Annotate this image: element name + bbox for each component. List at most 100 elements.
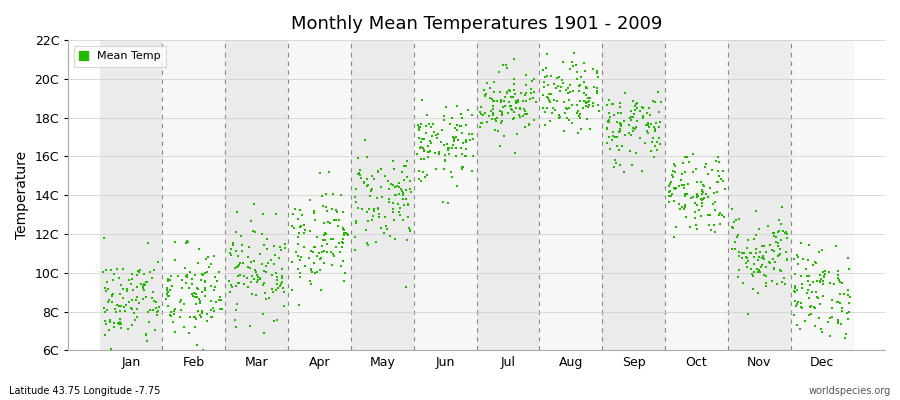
- Point: [364, 186, 379, 192]
- Point: [400, 158, 414, 165]
- Point: [788, 289, 802, 295]
- Point: [212, 297, 226, 303]
- Point: [312, 256, 327, 262]
- Point: [710, 179, 724, 185]
- Point: [613, 128, 627, 134]
- Point: [241, 254, 256, 260]
- Point: [395, 169, 410, 175]
- Point: [207, 308, 221, 314]
- Point: [198, 287, 212, 294]
- Point: [336, 236, 350, 242]
- Point: [417, 147, 431, 153]
- Point: [527, 89, 542, 96]
- Point: [502, 99, 517, 106]
- Point: [202, 254, 216, 261]
- Point: [348, 247, 363, 254]
- Point: [735, 255, 750, 261]
- Point: [320, 248, 334, 255]
- Point: [832, 290, 847, 297]
- Point: [677, 185, 691, 192]
- Point: [357, 136, 372, 143]
- Point: [570, 102, 584, 108]
- Point: [601, 118, 616, 125]
- Point: [789, 303, 804, 309]
- Point: [370, 195, 384, 201]
- Point: [201, 310, 215, 317]
- Point: [367, 176, 382, 182]
- Point: [606, 129, 620, 136]
- Point: [807, 323, 822, 329]
- Point: [117, 304, 131, 310]
- Point: [680, 154, 694, 160]
- Point: [625, 108, 639, 114]
- Point: [121, 326, 135, 332]
- Point: [478, 93, 492, 99]
- Point: [702, 222, 716, 228]
- Point: [507, 87, 521, 93]
- Point: [310, 269, 324, 275]
- Point: [425, 133, 439, 140]
- Point: [715, 212, 729, 218]
- Point: [194, 289, 209, 296]
- Point: [544, 72, 558, 79]
- Point: [622, 129, 636, 136]
- Point: [630, 105, 644, 111]
- Point: [329, 209, 344, 215]
- Point: [802, 242, 816, 248]
- Point: [114, 325, 129, 332]
- Point: [360, 183, 374, 190]
- Point: [765, 278, 779, 284]
- Point: [291, 216, 305, 222]
- Point: [752, 289, 766, 296]
- Point: [528, 99, 543, 105]
- Point: [498, 94, 512, 100]
- Point: [491, 127, 505, 134]
- Point: [770, 281, 784, 288]
- Point: [562, 97, 576, 104]
- Point: [518, 108, 533, 114]
- Point: [646, 98, 661, 104]
- Point: [546, 81, 561, 87]
- Point: [507, 81, 521, 87]
- Point: [842, 308, 857, 315]
- Point: [759, 280, 773, 286]
- Point: [291, 266, 305, 272]
- Point: [583, 126, 598, 132]
- Point: [97, 235, 112, 242]
- Point: [591, 108, 606, 114]
- Point: [791, 261, 806, 268]
- Point: [101, 286, 115, 293]
- Point: [572, 115, 587, 121]
- Point: [161, 303, 176, 310]
- Point: [328, 216, 342, 223]
- Point: [310, 234, 324, 240]
- Point: [194, 313, 208, 320]
- Point: [323, 248, 338, 255]
- Point: [450, 103, 464, 110]
- Point: [248, 201, 262, 207]
- Point: [756, 253, 770, 260]
- Point: [359, 227, 374, 233]
- Point: [259, 263, 274, 269]
- Point: [454, 144, 468, 151]
- Point: [148, 298, 163, 305]
- Point: [164, 272, 178, 279]
- Point: [613, 104, 627, 110]
- Point: [209, 298, 223, 305]
- Point: [767, 230, 781, 236]
- Point: [137, 270, 151, 277]
- Point: [234, 233, 248, 240]
- Point: [740, 245, 754, 252]
- Point: [231, 262, 246, 268]
- Point: [652, 119, 667, 125]
- Point: [749, 250, 763, 256]
- Point: [439, 103, 454, 110]
- Point: [713, 210, 727, 216]
- Point: [247, 276, 261, 282]
- Point: [314, 193, 328, 199]
- Point: [576, 105, 590, 111]
- Point: [361, 182, 375, 188]
- Point: [160, 284, 175, 291]
- Point: [524, 90, 538, 96]
- Point: [487, 89, 501, 95]
